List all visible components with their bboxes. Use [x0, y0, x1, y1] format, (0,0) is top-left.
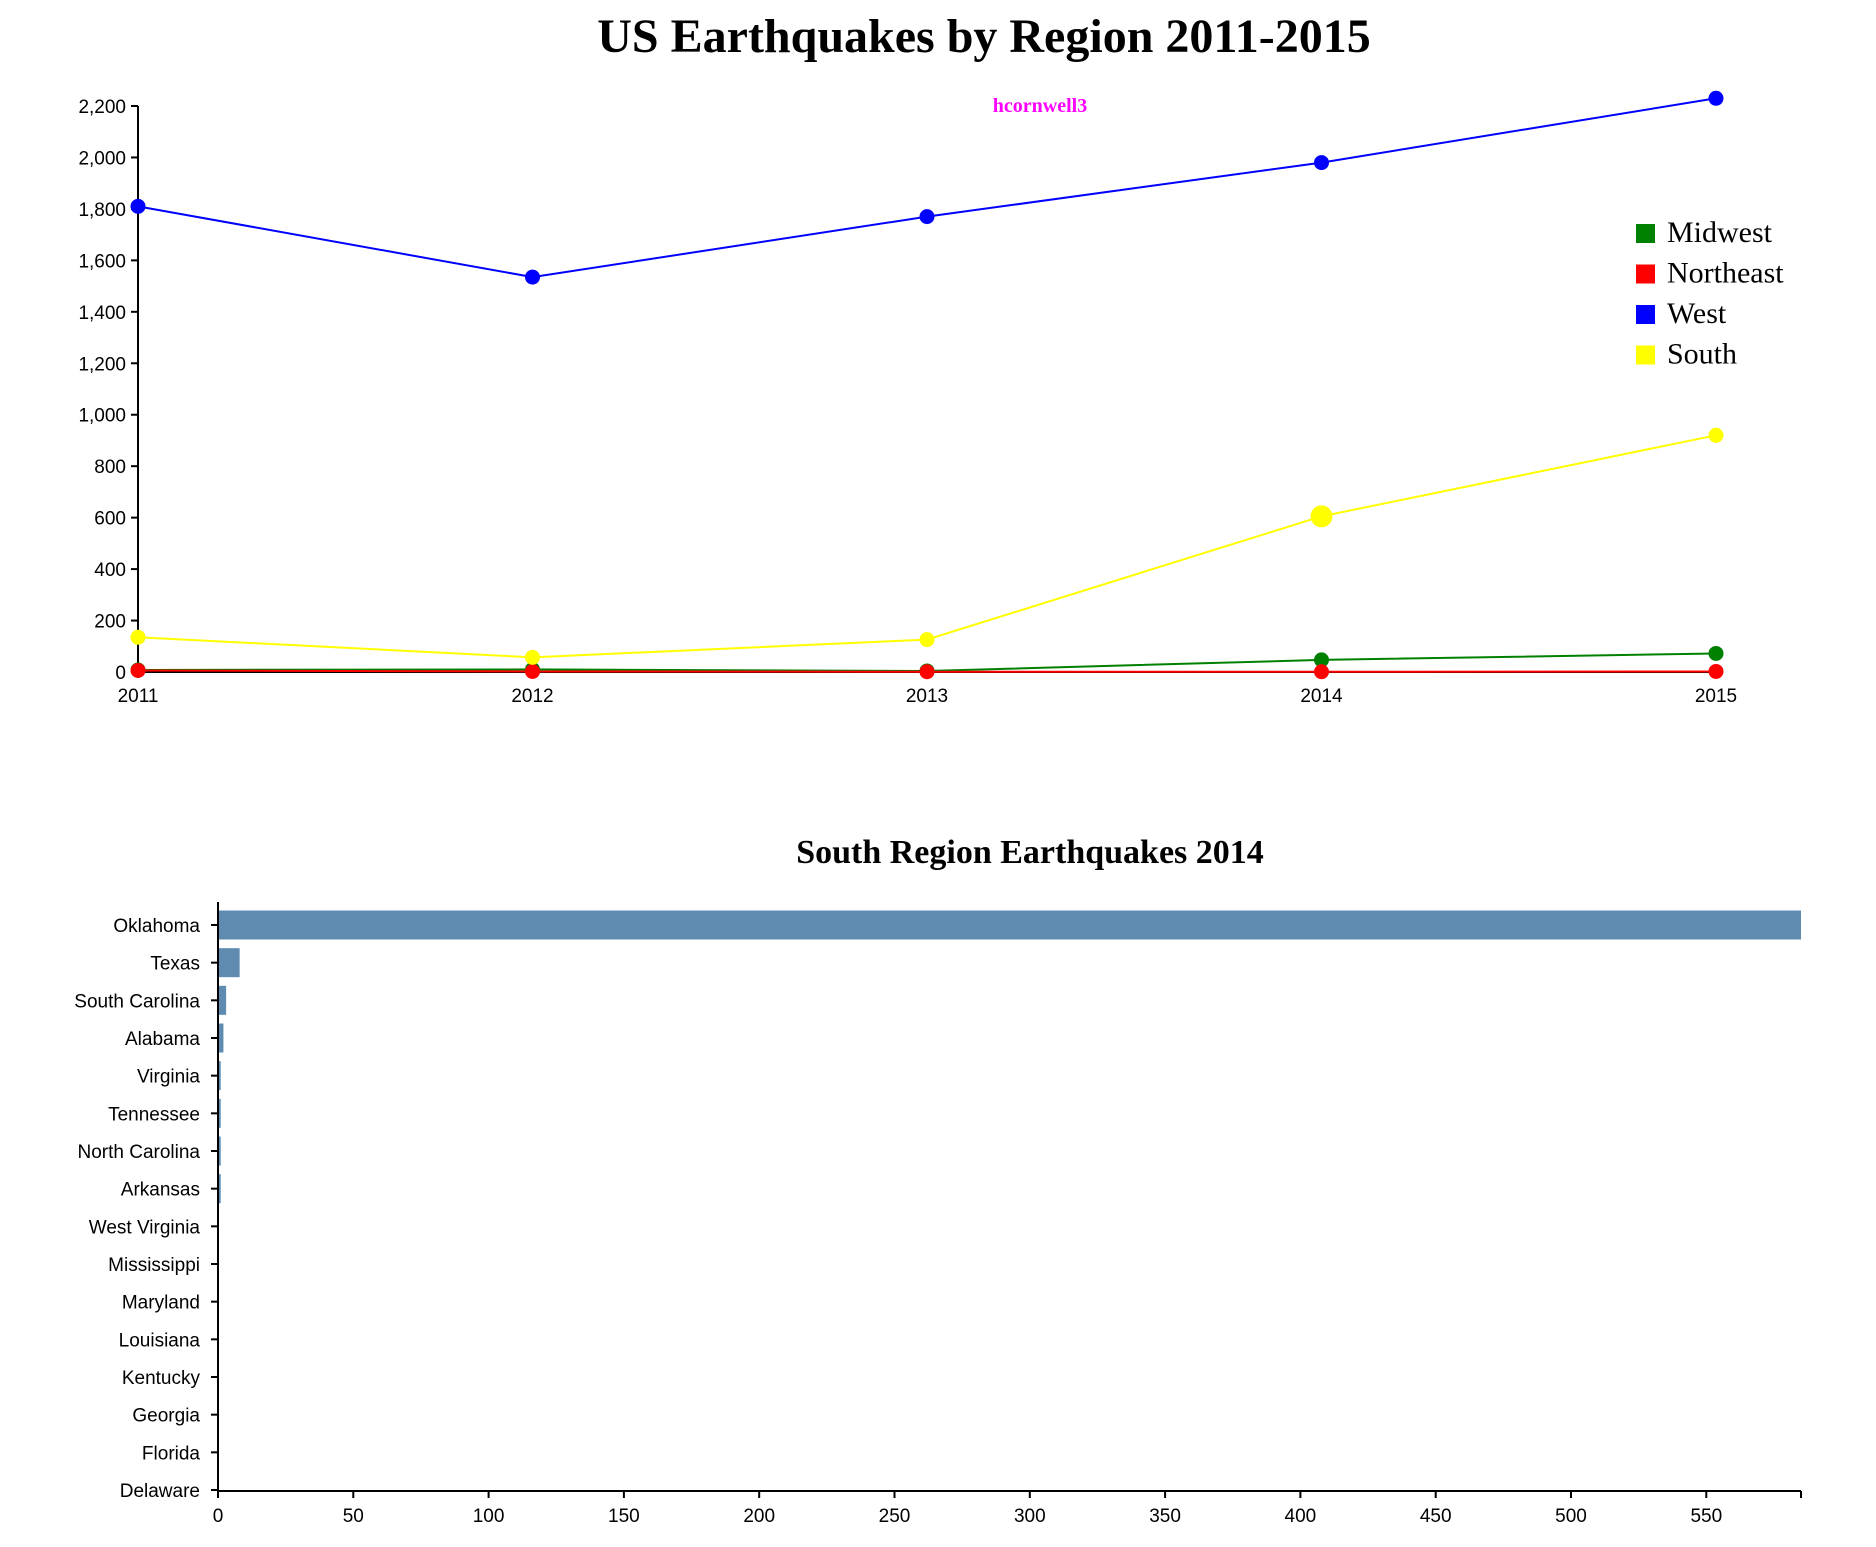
bar-chart-title: South Region Earthquakes 2014 [796, 834, 1264, 871]
data-point-south [525, 649, 540, 665]
x-tick-label: 300 [1014, 1506, 1046, 1527]
y-tick-label: 1,800 [78, 200, 126, 221]
x-tick-label: 450 [1420, 1506, 1452, 1527]
y-tick-label: 200 [94, 612, 126, 633]
data-point-west [130, 198, 146, 214]
series-line-west [137, 97, 1717, 279]
x-tick-label: 50 [343, 1506, 364, 1527]
x-tick-label: 250 [879, 1506, 911, 1527]
y-tick-label: 2,000 [78, 148, 126, 169]
x-tick-label: 2015 [1695, 686, 1737, 707]
x-tick-label: 2012 [511, 686, 553, 707]
bar [218, 1174, 221, 1204]
x-tick-label: 200 [743, 1506, 775, 1527]
bar [218, 985, 227, 1015]
x-tick-label: 2013 [906, 686, 948, 707]
x-tick-label: 350 [1149, 1506, 1181, 1527]
legend-swatch-northeast [1636, 264, 1655, 284]
data-point-northeast [1314, 664, 1329, 680]
category-label: South Carolina [74, 991, 200, 1012]
data-point-west [919, 209, 935, 225]
x-tick-label: 400 [1285, 1506, 1317, 1527]
data-point-northeast [130, 662, 146, 678]
x-tick-label: 550 [1690, 1506, 1722, 1527]
y-tick-label: 400 [94, 560, 126, 581]
category-label: Delaware [120, 1481, 200, 1502]
y-tick-label: 1,400 [78, 303, 126, 324]
data-point-west [1708, 90, 1724, 106]
data-point-south [1310, 505, 1333, 528]
line-chart-title: US Earthquakes by Region 2011-2015 [597, 10, 1370, 63]
data-point-northeast [525, 663, 540, 679]
series-line-south [137, 434, 1717, 659]
bar [218, 1023, 224, 1053]
x-tick-label: 150 [608, 1506, 640, 1527]
data-point-northeast [1708, 663, 1724, 679]
bar [218, 1136, 221, 1166]
category-label: Tennessee [108, 1104, 200, 1125]
data-point-west [525, 269, 540, 285]
x-tick-label: 500 [1555, 1506, 1587, 1527]
y-tick-label: 1,200 [78, 354, 126, 375]
category-label: Florida [142, 1443, 201, 1464]
y-tick-label: 0 [115, 663, 126, 684]
y-tick-label: 1,600 [78, 251, 126, 272]
data-point-midwest [1314, 652, 1329, 668]
category-label: Georgia [132, 1406, 200, 1427]
x-tick-label: 2011 [118, 686, 159, 707]
data-point-west [1314, 155, 1329, 171]
y-tick-label: 2,200 [78, 97, 126, 118]
legend-swatch-west [1636, 305, 1655, 324]
x-tick-label: 2014 [1300, 686, 1343, 707]
legend-label-midwest: Midwest [1667, 216, 1773, 249]
legend-label-northeast: Northeast [1667, 257, 1784, 290]
bar [218, 910, 1801, 940]
data-point-south [130, 629, 146, 645]
author-label: hcornwell3 [993, 95, 1087, 117]
category-label: Mississippi [108, 1255, 200, 1276]
bar [218, 948, 240, 978]
category-label: Virginia [137, 1067, 200, 1088]
legend-label-west: West [1667, 297, 1727, 330]
category-label: Louisiana [119, 1330, 201, 1351]
line-chart: 0 200 400 600 800 1,000 1,200 1,400 1,600 1,800 2,… [78, 90, 1784, 707]
bar [218, 1098, 221, 1128]
data-point-midwest [1708, 645, 1724, 661]
y-tick-label: 800 [94, 457, 126, 478]
legend-swatch-midwest [1636, 224, 1655, 243]
bar [218, 1061, 221, 1091]
category-label: North Carolina [78, 1142, 201, 1163]
y-tick-label: 600 [94, 509, 126, 530]
category-label: Texas [150, 954, 200, 975]
bar-chart: Oklahoma Texas South Carolina Alabama Virgin… [74, 902, 1802, 1527]
x-tick-label: 0 [213, 1506, 224, 1527]
category-label: Maryland [122, 1293, 200, 1314]
legend-label-south: South [1667, 338, 1737, 371]
category-label: Kentucky [122, 1368, 201, 1389]
y-tick-label: 1,000 [78, 406, 126, 427]
category-label: Oklahoma [113, 916, 200, 937]
data-point-south [919, 632, 935, 648]
category-label: Alabama [125, 1029, 200, 1050]
x-tick-label: 100 [473, 1506, 505, 1527]
category-label: West Virginia [89, 1217, 201, 1238]
legend-swatch-south [1636, 345, 1655, 365]
data-point-south [1708, 427, 1724, 443]
category-label: Arkansas [121, 1180, 200, 1201]
data-point-northeast [919, 664, 935, 680]
